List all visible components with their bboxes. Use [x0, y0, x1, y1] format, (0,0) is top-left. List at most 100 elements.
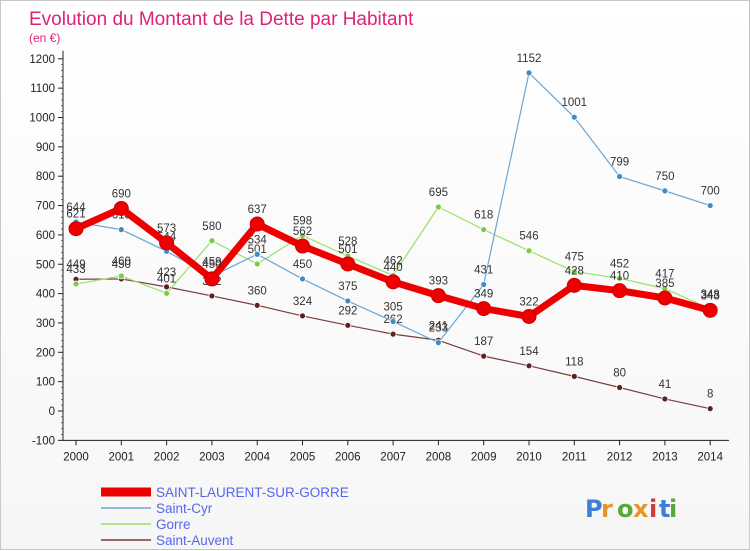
legend-item-3[interactable]: Saint-Auvent: [101, 533, 234, 548]
y-tick-label: 1200: [29, 54, 55, 66]
data-point: [299, 312, 306, 320]
y-tick-label: 0: [49, 406, 55, 418]
data-label: 452: [610, 258, 629, 270]
data-label: 433: [66, 264, 85, 276]
y-tick-label: 900: [36, 142, 55, 154]
data-point: [570, 113, 578, 121]
data-label: 241: [429, 320, 448, 332]
data-label: 750: [655, 171, 674, 183]
data-label: 562: [293, 226, 312, 238]
data-point: [68, 221, 84, 237]
legend[interactable]: SAINT-LAURENT-SUR-GORRESaint-CyrGorreSai…: [101, 485, 349, 548]
x-tick-label: 2006: [335, 451, 361, 463]
data-point: [525, 69, 533, 77]
data-label: 401: [157, 273, 176, 285]
data-label: 462: [384, 255, 403, 267]
legend-item-0[interactable]: SAINT-LAURENT-SUR-GORRE: [101, 485, 349, 500]
data-point: [344, 297, 352, 305]
series-line: [75, 278, 711, 410]
series-3: 4494504233923603242922622411871541188041…: [66, 259, 714, 413]
legend-item-2[interactable]: Gorre: [101, 517, 191, 532]
data-label: 528: [338, 236, 357, 248]
legend-label: SAINT-LAURENT-SUR-GORRE: [156, 485, 349, 500]
data-point: [706, 405, 714, 413]
x-tick-label: 2001: [109, 451, 135, 463]
data-label: 233: [429, 323, 448, 335]
data-point: [208, 237, 216, 245]
data-label: 343: [701, 290, 720, 302]
data-label: 695: [429, 187, 448, 199]
data-label: 423: [157, 267, 176, 279]
data-point: [159, 235, 175, 251]
data-point: [434, 203, 442, 211]
y-tick-label: 700: [36, 201, 55, 213]
y-tick-label: 500: [36, 259, 55, 271]
data-label: 449: [66, 259, 85, 271]
data-point: [434, 339, 442, 347]
data-label: 690: [112, 188, 131, 200]
data-point: [430, 288, 446, 304]
data-point: [616, 173, 623, 180]
data-point: [72, 280, 80, 288]
axes: -100 0 100 200 300 400 500 600 700 800 900 1000 1100…: [29, 50, 729, 463]
data-label: 41: [659, 379, 672, 391]
data-point: [657, 290, 673, 306]
x-tick-label: 2005: [290, 451, 316, 463]
data-label: 700: [701, 186, 720, 198]
legend-label: Saint-Auvent: [156, 533, 234, 548]
series-1: 6446185444595344503753052334311152100179…: [66, 53, 720, 347]
data-label: 450: [112, 259, 131, 271]
data-label: 118: [565, 356, 583, 368]
x-tick-label: 2000: [63, 451, 89, 463]
x-tick-label: 2010: [516, 451, 542, 463]
y-tick-label: -100: [32, 435, 55, 447]
data-point: [299, 275, 306, 283]
data-point: [340, 256, 356, 272]
data-point: [706, 202, 714, 209]
data-point: [521, 308, 537, 324]
watermark-letter: t: [659, 495, 670, 523]
data-point: [616, 274, 623, 282]
y-tick-label: 400: [36, 289, 55, 301]
data-label: 431: [474, 265, 493, 277]
data-point: [702, 302, 718, 318]
data-label: 187: [474, 336, 493, 348]
data-point: [113, 200, 129, 216]
data-label: 501: [248, 244, 267, 256]
data-label: 417: [655, 269, 674, 281]
data-point: [117, 272, 125, 280]
data-label: 580: [202, 221, 221, 233]
data-label: 292: [338, 305, 357, 317]
y-tick-label: 600: [36, 230, 55, 242]
data-label: 360: [248, 285, 267, 297]
x-tick-label: 2007: [380, 451, 406, 463]
data-label: 618: [474, 210, 493, 222]
watermark-letter: i: [669, 495, 677, 523]
data-label: 440: [384, 262, 403, 274]
data-point: [117, 226, 125, 234]
data-point: [253, 301, 261, 309]
data-label: 475: [565, 252, 584, 264]
y-tick-label: 100: [36, 377, 55, 389]
data-point: [616, 384, 623, 391]
x-tick-label: 2012: [607, 451, 633, 463]
x-tick-label: 2013: [652, 451, 678, 463]
data-label: 348: [701, 289, 720, 301]
data-label: 410: [610, 271, 629, 283]
watermark-letter: P: [585, 495, 603, 523]
data-point: [389, 318, 397, 325]
watermark-letter: o: [617, 495, 634, 523]
data-label: 637: [248, 204, 267, 216]
data-label: 1001: [562, 97, 588, 109]
data-label: 459: [202, 256, 221, 268]
data-label: 1152: [517, 53, 542, 65]
data-label: 385: [655, 278, 674, 290]
data-point: [208, 292, 216, 300]
series-layer: 4494504233923603242922622411871541188041…: [66, 53, 720, 413]
data-label: 799: [610, 156, 629, 168]
x-tick-label: 2008: [426, 451, 452, 463]
data-label: 450: [293, 259, 312, 271]
legend-item-1[interactable]: Saint-Cyr: [101, 501, 213, 516]
data-label: 460: [112, 256, 131, 268]
